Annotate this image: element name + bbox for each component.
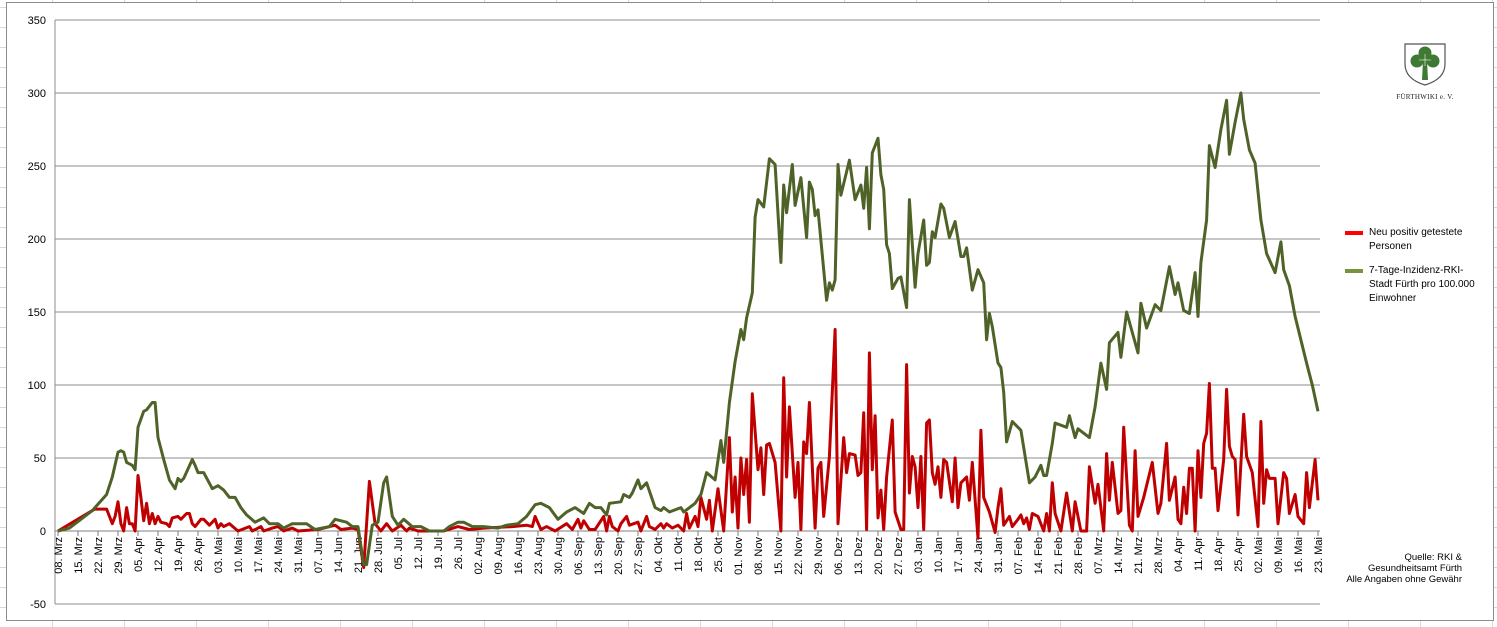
x-tick-label: 17. Mai [253, 537, 265, 573]
x-tick-label: 04. Apr [1173, 537, 1185, 572]
legend-swatch-green [1345, 269, 1363, 273]
y-tick-label: 100 [28, 380, 46, 392]
x-tick-label: 27. Sep [633, 537, 645, 575]
x-tick-label: 24. Mai [273, 537, 285, 573]
x-tick-label: 14. Feb [1033, 537, 1045, 574]
x-tick-label: 28. Jun [373, 537, 385, 573]
y-tick-label: 300 [28, 88, 46, 100]
x-tick-label: 08. Mrz [53, 537, 65, 574]
x-tick-label: 07. Mrz [1093, 537, 1105, 574]
x-tick-label: 07. Jun [313, 537, 325, 573]
x-tick-label: 09. Mai [1273, 537, 1285, 573]
x-tick-label: 10. Jan [933, 537, 945, 573]
x-tick-label: 21. Mrz [1133, 537, 1145, 574]
fuerthwiki-logo: FÜRTHWIKI e. V. [1390, 40, 1460, 101]
legend: Neu positiv getestete Personen 7-Tage-In… [1345, 226, 1475, 316]
x-tick-label: 22. Nov [793, 537, 805, 575]
x-tick-label: 11. Okt [673, 537, 685, 572]
x-axis: 08. Mrz 15. Mrz 22. Mrz 29. Mrz 05. Apr 12. A… [53, 530, 1325, 575]
x-tick-label: 28. Mrz [1153, 537, 1165, 574]
x-tick-label: 06. Sep [573, 537, 585, 575]
x-tick-label: 09. Aug [493, 537, 505, 574]
x-tick-label: 16. Aug [513, 537, 525, 574]
source-line: Alle Angaben ohne Gewähr [1346, 574, 1462, 585]
gridlines [54, 19, 1320, 605]
x-tick-label: 22. Mrz [93, 537, 105, 574]
legend-item-incidence: 7-Tage-Inzidenz-RKI-Stadt Fürth pro 100.… [1345, 264, 1475, 306]
x-tick-label: 13. Dez [853, 537, 865, 575]
x-tick-label: 14. Mrz [1113, 537, 1125, 574]
x-tick-label: 10. Mai [233, 537, 245, 573]
x-tick-label: 03. Jan [913, 537, 925, 573]
x-tick-label: 13. Sep [593, 537, 605, 575]
x-tick-label: 28. Feb [1073, 537, 1085, 574]
x-tick-label: 15. Mrz [73, 537, 85, 574]
x-tick-label: 08. Nov [753, 537, 765, 575]
x-tick-label: 31. Mai [293, 537, 305, 573]
legend-label: 7-Tage-Inzidenz-RKI-Stadt Fürth pro 100.… [1369, 265, 1475, 304]
x-tick-label: 29. Nov [813, 537, 825, 575]
x-tick-label: 19. Jul [433, 537, 445, 569]
x-tick-label: 04. Okt [653, 537, 665, 572]
x-tick-label: 02. Aug [473, 537, 485, 574]
x-tick-label: 25. Okt [713, 537, 725, 572]
y-tick-label: 0 [40, 526, 46, 538]
x-tick-label: 17. Jan [953, 537, 965, 573]
incidence-line [57, 91, 1320, 567]
x-tick-label: 24. Jan [973, 537, 985, 573]
x-tick-label: 23. Aug [533, 537, 545, 574]
x-tick-label: 30. Aug [553, 537, 565, 574]
x-tick-label: 23. Mai [1313, 537, 1325, 573]
x-tick-label: 14. Jun [333, 537, 345, 573]
x-tick-label: 12. Jul [413, 537, 425, 569]
logo-text: FÜRTHWIKI e. V. [1396, 93, 1454, 101]
x-tick-label: 19. Apr [173, 537, 185, 572]
x-tick-label: 25. Apr [1233, 537, 1245, 572]
x-tick-label: 20. Dez [873, 537, 885, 575]
y-axis-ticks: -50 0 50 100 150 200 250 300 350 [28, 15, 46, 611]
new-cases-line [57, 328, 1320, 569]
legend-label: Neu positiv getestete Personen [1369, 227, 1463, 252]
y-tick-label: 150 [28, 307, 46, 319]
legend-item-new-cases: Neu positiv getestete Personen [1345, 226, 1475, 254]
x-tick-label: 02. Mai [1253, 537, 1265, 573]
x-tick-label: 26. Apr [193, 537, 205, 572]
x-tick-label: 27. Dez [893, 537, 905, 575]
y-tick-label: 200 [28, 234, 46, 246]
x-tick-label: 18. Apr [1213, 537, 1225, 572]
x-tick-label: 20. Sep [613, 537, 625, 575]
source-line: Gesundheitsamt Fürth [1368, 563, 1462, 574]
x-tick-label: 15. Nov [773, 537, 785, 575]
x-tick-label: 18. Okt [693, 537, 705, 572]
x-tick-label: 26. Jul [453, 537, 465, 569]
x-tick-label: 16. Mai [1293, 537, 1305, 573]
y-tick-label: -50 [30, 599, 46, 611]
x-tick-label: 03. Mai [213, 537, 225, 573]
series-lines [57, 91, 1320, 569]
x-tick-label: 05. Jul [393, 537, 405, 569]
y-tick-label: 50 [34, 453, 46, 465]
x-tick-label: 21. Feb [1053, 537, 1065, 574]
source-note: Quelle: RKI & Gesundheitsamt Fürth Alle … [1346, 552, 1462, 585]
source-line: Quelle: RKI & [1404, 552, 1462, 563]
y-tick-label: 250 [28, 161, 46, 173]
x-tick-label: 11. Apr [1193, 537, 1205, 571]
x-tick-label: 07. Feb [1013, 537, 1025, 574]
x-tick-label: 01. Nov [733, 537, 745, 575]
y-tick-label: 350 [28, 15, 46, 27]
cloverleaf-shield-icon [1404, 43, 1446, 86]
x-tick-label: 05. Apr [133, 537, 145, 572]
x-tick-label: 29. Mrz [113, 537, 125, 574]
x-tick-label: 06. Dez [833, 537, 845, 575]
x-tick-label: 31. Jan [993, 537, 1005, 573]
x-tick-label: 12. Apr [153, 537, 165, 572]
legend-swatch-red [1345, 231, 1363, 235]
